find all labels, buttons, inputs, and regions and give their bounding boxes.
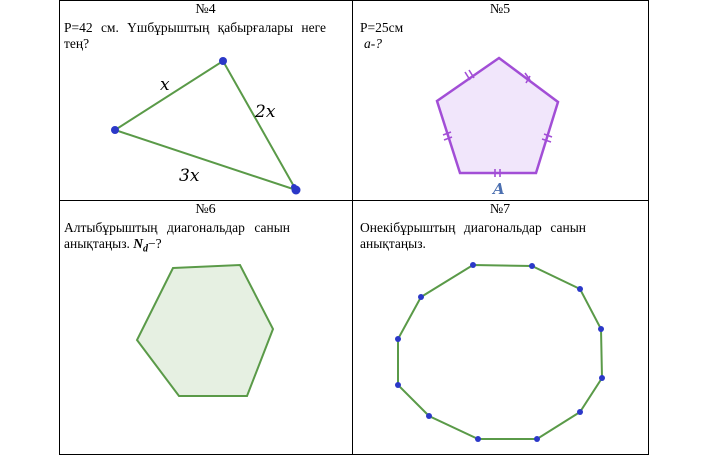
table-border-bottom bbox=[59, 454, 649, 455]
pentagon-figure: A bbox=[435, 56, 560, 198]
vertex-point bbox=[291, 184, 297, 190]
task-text: Алтыбұрыштың диагональдар санын анықтаңы… bbox=[64, 220, 290, 255]
task-number: №5 bbox=[489, 2, 511, 17]
cell-task-5: №5 P=25см a-? A bbox=[352, 0, 648, 200]
hexagon-figure bbox=[135, 263, 275, 397]
dodecagon bbox=[397, 263, 604, 440]
vertex-point bbox=[111, 126, 119, 134]
table-border-top bbox=[59, 0, 649, 1]
pentagon bbox=[435, 56, 560, 175]
cell-task-6: №6 Алтыбұрыштың диагональдар санын анықт… bbox=[59, 200, 352, 454]
vertex-label-a: A bbox=[491, 180, 505, 198]
table-border-right bbox=[648, 0, 649, 455]
vertex-points bbox=[395, 262, 605, 442]
task-text: Онекібұрыштың диагональдар санын анықтаң… bbox=[360, 220, 586, 251]
cell-task-4: №4 P=42 см. Үшбұрыштың қабырғалары неге … bbox=[59, 0, 352, 200]
side-label-2x: 2x bbox=[254, 102, 276, 122]
task-text: P=42 см. Үшбұрыштың қабырғалары неге тең… bbox=[64, 20, 326, 51]
dodecagon-figure bbox=[395, 262, 605, 442]
task-number: №6 bbox=[195, 202, 216, 217]
triangle-figure: x 2x 3x bbox=[111, 57, 301, 195]
table-divider-horizontal bbox=[59, 200, 649, 201]
vertex-point bbox=[219, 57, 227, 65]
table-border-left bbox=[59, 0, 60, 455]
cell-task-7: №7 Онекібұрыштың диагональдар санын анық… bbox=[352, 200, 648, 454]
task-number: №7 bbox=[489, 202, 511, 217]
table-divider-vertical bbox=[352, 0, 353, 455]
task-table: №4 P=42 см. Үшбұрыштың қабырғалары неге … bbox=[59, 0, 649, 455]
triangle bbox=[112, 59, 299, 192]
hexagon bbox=[135, 263, 275, 397]
task-text: P=25см a-? bbox=[360, 20, 404, 51]
task-number: №4 bbox=[195, 2, 216, 17]
side-label-x: x bbox=[160, 75, 170, 95]
diagonal-count-variable: N bbox=[133, 236, 144, 251]
side-label-3x: 3x bbox=[179, 166, 200, 186]
equal-side-ticks bbox=[442, 69, 553, 177]
